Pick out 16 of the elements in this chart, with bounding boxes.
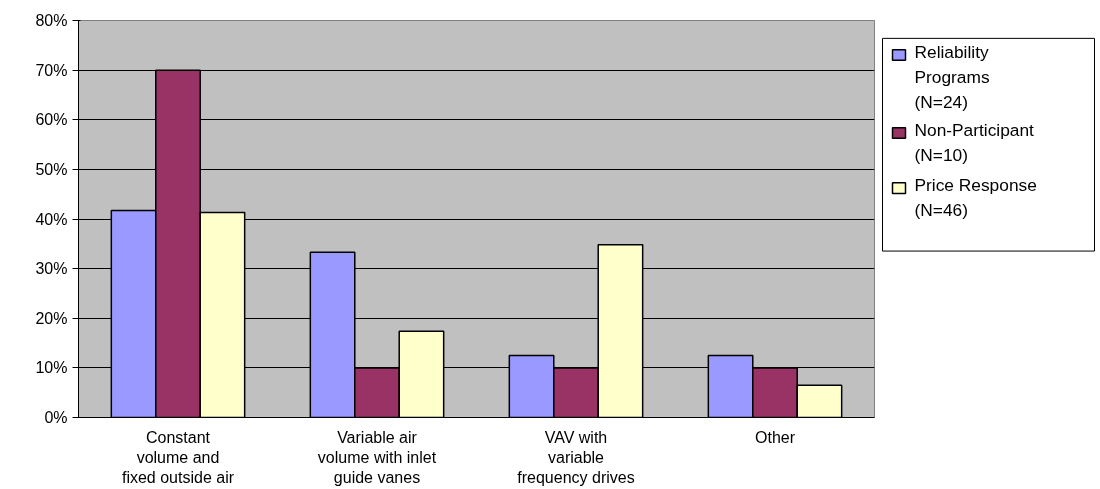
y-tick-label: 80% (35, 12, 68, 29)
y-tick-label: 10% (35, 359, 68, 377)
y-tick-label: 0% (44, 409, 68, 426)
y-tick-label: 70% (35, 61, 68, 79)
x-tick-label: VAV with variable frequency drives (517, 428, 635, 487)
y-tick-label: 50% (35, 160, 68, 178)
y-tick-label: 40% (35, 210, 68, 228)
legend-label: Non-Participant (N=10) (914, 119, 1035, 165)
y-tick-label: 60% (35, 111, 68, 129)
legend-label: Reliability Programs (N=24) (914, 41, 990, 112)
x-tick-label: Variable air volume with inlet guide vanes (317, 428, 437, 487)
y-tick-label: 20% (35, 309, 68, 327)
x-tick-label: Other (754, 428, 796, 446)
y-tick-label: 30% (35, 260, 68, 278)
legend-label: Price Response (N=46) (914, 174, 1037, 220)
x-tick-label: Constant volume and fixed outside air (121, 428, 235, 487)
